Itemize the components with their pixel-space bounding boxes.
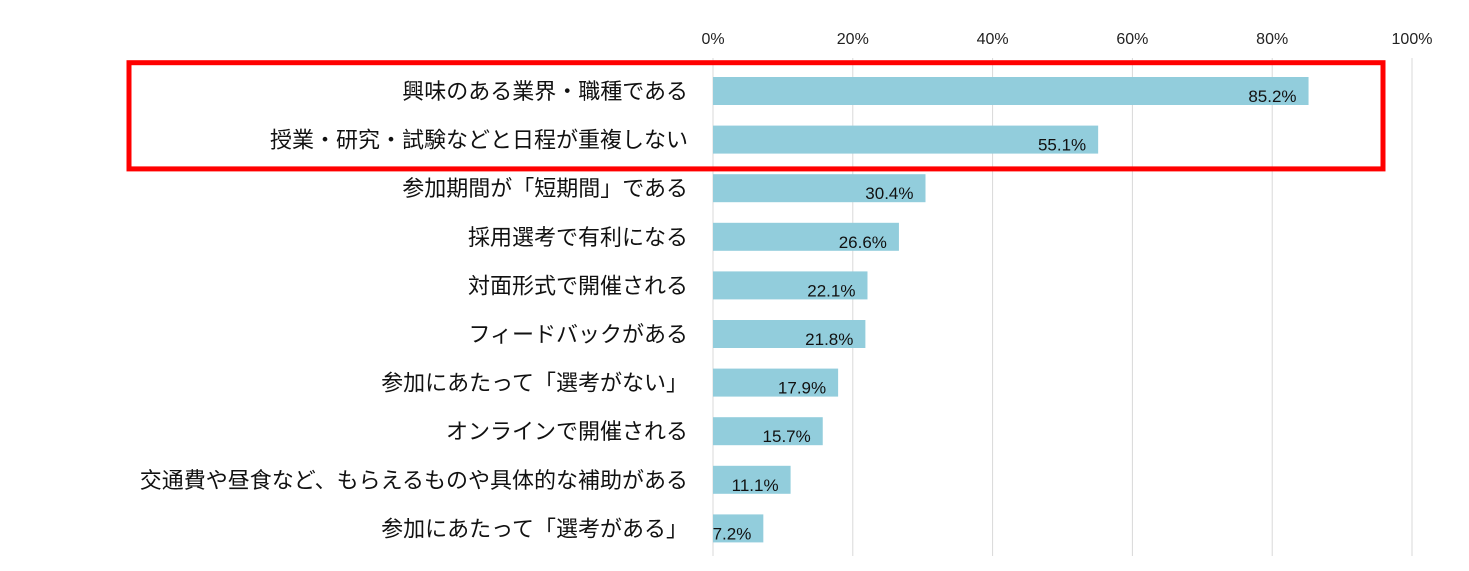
data-label: 17.9% — [778, 379, 826, 398]
data-labels: 85.2% 55.1% 30.4% 26.6% 22.1% 21.8% 17.9% 15.7%… — [713, 87, 1297, 543]
category-label: 授業・研究・試験などと日程が重複しない — [270, 129, 688, 154]
bar — [713, 222, 899, 251]
category-label: 興味のある業界・職種である — [402, 80, 688, 105]
bar — [713, 368, 839, 397]
data-label: 55.1% — [1038, 136, 1086, 155]
x-tick-label: 100% — [1392, 31, 1433, 48]
category-label: 参加にあたって「選考がある」 — [381, 517, 688, 542]
category-label: 参加期間が「短期間」である — [402, 177, 688, 202]
bar — [713, 174, 926, 203]
category-label: 参加にあたって「選考がない」 — [381, 372, 688, 397]
bar — [713, 271, 868, 300]
data-label: 7.2% — [713, 524, 752, 543]
category-label: フィードバックがある — [468, 323, 688, 348]
category-label: 交通費や昼食など、もらえるものや具体的な補助がある — [140, 469, 688, 494]
x-tick-label: 40% — [977, 31, 1009, 48]
x-axis-ticks: 0% 20% 40% 60% 80% 100% — [701, 31, 1432, 48]
bar — [713, 417, 823, 446]
x-tick-label: 0% — [701, 31, 724, 48]
bar — [713, 320, 866, 348]
data-label: 85.2% — [1248, 87, 1296, 106]
category-label: 対面形式で開催される — [468, 274, 688, 299]
bars — [713, 77, 1309, 543]
data-label: 11.1% — [732, 476, 779, 495]
category-labels: 興味のある業界・職種である授業・研究・試験などと日程が重複しない参加期間が「短期… — [140, 80, 688, 542]
data-label: 30.4% — [865, 184, 913, 203]
bar — [713, 465, 791, 494]
bar — [713, 125, 1099, 154]
bar — [713, 514, 764, 543]
highlight-box — [126, 60, 1386, 172]
data-label: 21.8% — [805, 330, 853, 349]
data-label: 22.1% — [807, 281, 855, 300]
category-label: オンラインで開催される — [446, 420, 688, 445]
category-label: 採用選考で有利になる — [468, 226, 688, 251]
x-tick-label: 20% — [837, 31, 869, 48]
x-tick-label: 60% — [1116, 31, 1148, 48]
x-tick-label: 80% — [1256, 31, 1288, 48]
data-label: 26.6% — [839, 233, 887, 252]
data-label: 15.7% — [763, 427, 811, 446]
bar — [713, 77, 1309, 105]
